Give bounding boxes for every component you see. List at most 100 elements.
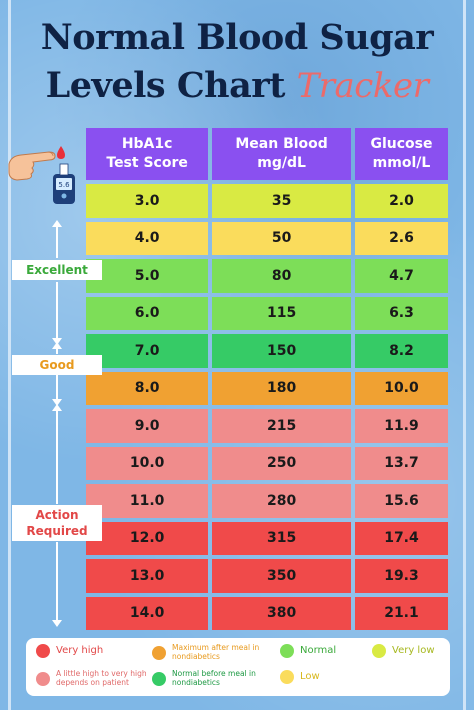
range-line [56,226,58,258]
cell-hba1c: 10.0 [86,446,209,480]
table-row: 5.0 80 4.7 [86,259,448,293]
cell-mmol: 8.2 [354,334,448,368]
title-accent: Tracker [296,66,429,106]
cell-mmol: 17.4 [354,521,448,555]
legend-text: Very high [56,644,104,656]
label-good: Good [12,355,102,375]
header-glucose: Glucose mmol/L [354,128,448,180]
cell-mmol: 21.1 [354,596,448,630]
legend-dot [280,670,294,684]
legend-dot [372,644,386,658]
range-labels: Excellent Good Action Required [12,180,102,630]
legend-item: Normal [280,644,360,658]
cell-mmol: 10.0 [354,371,448,405]
cell-mgdl: 115 [212,296,351,330]
arrow-down-icon [52,399,62,406]
left-frame-border [8,0,11,710]
cell-mgdl: 350 [212,559,351,593]
legend: Very high Maximum after meal in nondiabe… [26,638,450,696]
table-row: 7.0 150 8.2 [86,334,448,368]
table-row: 11.0 280 15.6 [86,484,448,518]
title-line-2-text: Levels Chart [45,65,286,106]
legend-item: Very low [372,644,450,658]
range-line [56,282,58,340]
cell-mgdl: 35 [212,184,351,218]
legend-dot [36,671,50,686]
meter-reading: 5.6 [58,181,70,189]
header-mean-blood: Mean Blood mg/dL [212,128,351,180]
right-frame-border [463,0,466,710]
page-title: Normal Blood Sugar Levels Chart Tracker [0,14,474,110]
legend-text: Maximum after meal in nondiabetics [172,643,260,661]
table-row: 9.0 215 11.9 [86,409,448,443]
cell-hba1c: 11.0 [86,484,209,518]
cell-hba1c: 13.0 [86,559,209,593]
arrow-down-icon [52,620,62,627]
cell-mmol: 13.7 [354,446,448,480]
cell-mgdl: 50 [212,221,351,255]
cell-hba1c: 4.0 [86,221,209,255]
title-line-1: Normal Blood Sugar [40,17,434,58]
cell-mmol: 15.6 [354,484,448,518]
arrow-down-icon [52,338,62,345]
header-hba1c: HbA1c Test Score [86,128,209,180]
cell-mmol: 2.0 [354,184,448,218]
table-row: 4.0 50 2.6 [86,221,448,255]
arrow-up-icon [52,404,62,411]
cell-hba1c: 14.0 [86,596,209,630]
legend-text: A little high to very high depends on pa… [56,669,147,687]
cell-mgdl: 215 [212,409,351,443]
cell-mmol: 11.9 [354,409,448,443]
table-row: 13.0 350 19.3 [86,559,448,593]
legend-text: Very low [392,644,435,656]
legend-item: Normal before meal in nondiabetics [152,669,276,687]
cell-hba1c: 5.0 [86,259,209,293]
table-row: 12.0 315 17.4 [86,521,448,555]
legend-item: Low [280,670,360,684]
legend-text: Normal [300,644,337,656]
legend-dot [280,644,294,658]
cell-hba1c: 9.0 [86,409,209,443]
cell-hba1c: 12.0 [86,521,209,555]
cell-mmol: 19.3 [354,559,448,593]
cell-hba1c: 3.0 [86,184,209,218]
blood-sugar-table: HbA1c Test Score Mean Blood mg/dL Glucose m… [82,124,452,634]
cell-mgdl: 180 [212,371,351,405]
range-line [56,542,58,622]
cell-mgdl: 80 [212,259,351,293]
cell-mgdl: 280 [212,484,351,518]
cell-mmol: 4.7 [354,259,448,293]
table-row: 3.0 35 2.0 [86,184,448,218]
table-row: 6.0 115 6.3 [86,296,448,330]
legend-item: Maximum after meal in nondiabetics [152,643,272,661]
cell-mgdl: 150 [212,334,351,368]
cell-mgdl: 315 [212,521,351,555]
legend-item: A little high to very high depends on pa… [36,669,148,687]
table-row: 14.0 380 21.1 [86,596,448,630]
range-line [56,348,58,354]
legend-dot [152,645,166,660]
arrow-up-icon [52,342,62,349]
table-row: 8.0 180 10.0 [86,371,448,405]
cell-mgdl: 250 [212,446,351,480]
legend-dot [36,644,50,658]
label-excellent: Excellent [12,260,102,280]
label-action-required: Action Required [12,505,102,541]
table-header-row: HbA1c Test Score Mean Blood mg/dL Glucose m… [86,128,448,180]
legend-item: Very high [36,644,146,658]
table-row: 10.0 250 13.7 [86,446,448,480]
cell-mmol: 2.6 [354,221,448,255]
title-line-2: Levels Chart Tracker [46,62,429,110]
arrow-up-icon [52,220,62,227]
cell-mmol: 6.3 [354,296,448,330]
cell-mgdl: 380 [212,596,351,630]
legend-text: Low [300,670,320,682]
glucose-meter-finger-icon: 5.6 [5,134,75,204]
cell-hba1c: 8.0 [86,371,209,405]
cell-hba1c: 7.0 [86,334,209,368]
legend-text: Normal before meal in nondiabetics [172,669,256,687]
range-line [56,410,58,504]
cell-hba1c: 6.0 [86,296,209,330]
range-line [56,375,58,399]
legend-dot [152,671,166,686]
